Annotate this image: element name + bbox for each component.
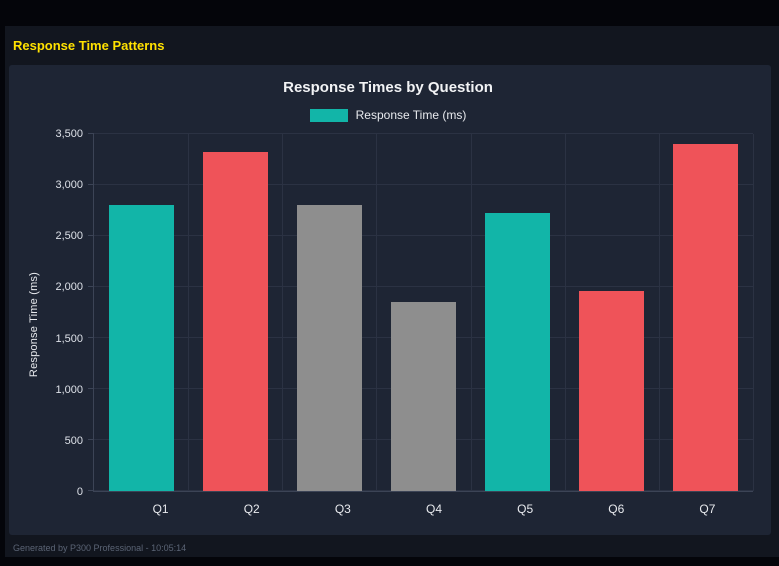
y-tick-label: 2,500 <box>55 230 83 243</box>
gridline-vertical <box>282 134 284 491</box>
gridline-vertical <box>564 134 566 491</box>
y-tick-mark <box>88 184 94 185</box>
y-tick-label: 3,000 <box>55 179 83 192</box>
y-tick-mark <box>88 388 94 389</box>
plot-area <box>88 133 754 492</box>
chart-body: Response Time (ms) 0 500 1,000 1,500 2,000 2,… <box>23 128 754 516</box>
footer-text: Generated by P300 Professional - 10:05:1… <box>13 543 187 553</box>
gridline-horizontal <box>94 133 753 134</box>
bar-column-q2 <box>188 134 282 491</box>
y-tick-label: 0 <box>76 486 83 498</box>
y-tick-mark <box>88 133 94 134</box>
gridline-vertical <box>470 134 472 491</box>
y-tick-label: 1,000 <box>55 383 83 396</box>
y-tick-label: 2,000 <box>55 281 83 294</box>
y-axis-title: Response Time (ms) <box>23 134 45 516</box>
bar-q4[interactable] <box>391 302 456 491</box>
x-tick-label-q7: Q7 <box>699 502 716 516</box>
x-tick-label-q4: Q4 <box>425 502 442 516</box>
legend-label: Response Time (ms) <box>355 108 467 122</box>
legend-swatch-icon <box>309 108 348 122</box>
y-tick-label: 500 <box>64 434 83 447</box>
y-tick-mark <box>88 439 94 440</box>
bar-q1[interactable] <box>108 205 174 491</box>
bar-q5[interactable] <box>485 212 551 491</box>
gridline-horizontal <box>94 286 753 287</box>
gridline-vertical <box>376 134 378 491</box>
y-axis-ticks: 0 500 1,000 1,500 2,000 2,500 3,000 3,500 <box>45 128 93 498</box>
x-tick-label-q6: Q6 <box>608 502 625 516</box>
bar-column-q3 <box>282 134 376 491</box>
bars-layer <box>94 134 753 491</box>
x-tick-label-q5: Q5 <box>517 502 534 516</box>
gridline-horizontal <box>94 235 753 236</box>
bar-q7[interactable] <box>673 144 739 491</box>
x-tick-label-q2: Q2 <box>243 502 260 516</box>
y-tick-mark <box>88 235 94 236</box>
bar-column-q1 <box>94 134 188 491</box>
chart-panel: Response Times by Question Response Time… <box>9 65 771 535</box>
bar-q2[interactable] <box>202 152 268 491</box>
y-tick-mark <box>88 337 94 338</box>
bar-column-q5 <box>471 134 565 491</box>
x-tick-label-q3: Q3 <box>334 502 351 516</box>
bar-column-q6 <box>565 134 659 491</box>
app-window: Response Time Patterns Response Times by… <box>5 26 779 557</box>
bar-q6[interactable] <box>579 291 645 491</box>
page-title: Response Time Patterns <box>13 38 165 53</box>
bar-q3[interactable] <box>296 205 362 491</box>
y-tick-label: 1,500 <box>55 332 83 345</box>
y-axis-title-text: Response Time (ms) <box>28 272 40 378</box>
chart-title: Response Times by Question <box>283 79 493 96</box>
y-tick-mark <box>88 490 94 491</box>
gridline-vertical <box>753 134 754 491</box>
x-axis-labels: Q1 Q2 Q3 Q4 Q5 Q6 Q7 <box>45 502 753 516</box>
x-tick-label-q1: Q1 <box>152 502 169 516</box>
gridline-horizontal <box>94 184 753 185</box>
bar-column-q7 <box>659 134 753 491</box>
y-tick-label: 3,500 <box>55 128 83 140</box>
bar-column-q4 <box>376 134 470 491</box>
chart-legend[interactable]: Response Time (ms) <box>23 108 753 122</box>
gridline-vertical <box>188 134 190 491</box>
gridline-vertical <box>658 134 660 491</box>
y-tick-mark <box>88 286 94 287</box>
